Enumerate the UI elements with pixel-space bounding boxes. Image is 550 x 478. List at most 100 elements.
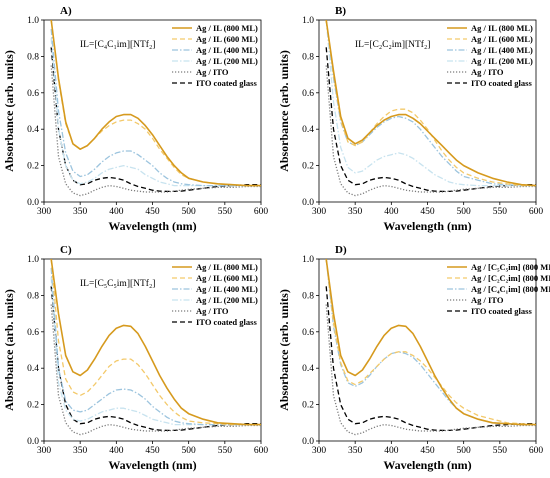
y-tick-label: 0.6: [27, 89, 39, 99]
series-line: [325, 47, 536, 193]
chart-svg: 300 350 400 450 500 550 600 0.0 0.2 0.4 0.6 0.8 1.0 W…: [277, 244, 550, 472]
il-annotation: IL=[C₂C₂im][NTf₂]: [355, 39, 430, 50]
legend-label: ITO coated glass: [196, 78, 257, 88]
legend-label: Ag / IL (800 ML): [196, 262, 258, 272]
x-tick-label: 600: [254, 446, 269, 456]
y-tick-label: 0.8: [27, 52, 39, 62]
series-line: [50, 38, 261, 187]
x-tick-label: 300: [312, 446, 327, 456]
x-tick-label: 300: [37, 207, 52, 217]
legend-label: Ag / [C₅C₅im] (800 ML): [471, 262, 550, 272]
x-tick-label: 600: [529, 207, 544, 217]
legend-label: Ag / IL (200 ML): [196, 56, 258, 66]
x-tick-label: 500: [182, 446, 197, 456]
series-line: [325, 65, 536, 197]
y-tick-label: 0.4: [27, 364, 39, 374]
x-tick-label: 450: [420, 446, 435, 456]
legend-label: Ag / [C₄C₁im] (800 ML): [471, 284, 550, 294]
legend-label: ITO coated glass: [196, 317, 257, 327]
y-tick-label: 0.0: [302, 437, 314, 447]
y-tick-label: 0.6: [27, 328, 39, 338]
il-annotation: IL=[C₅C₅im][NTf₂]: [80, 278, 155, 289]
legend-label: Ag / ITO: [196, 67, 229, 77]
x-tick-label: 400: [384, 207, 399, 217]
series-line: [50, 286, 261, 432]
y-tick-label: 0.2: [27, 162, 39, 172]
legend-label: Ag / IL (400 ML): [471, 45, 533, 55]
x-tick-label: 400: [109, 446, 124, 456]
y-axis-label: Absorbance (arb. units): [2, 50, 16, 172]
y-tick-label: 0.4: [302, 364, 314, 374]
legend-label: Ag / IL (800 ML): [471, 23, 533, 33]
x-tick-label: 450: [145, 446, 160, 456]
series-line: [50, 47, 261, 193]
series-line: [50, 259, 261, 426]
panel-label: A): [60, 5, 72, 17]
y-tick-label: 0.6: [302, 328, 314, 338]
chart-svg: 300 350 400 450 500 550 600 0.0 0.2 0.4 0.6 0.8 1.0 W…: [2, 5, 269, 233]
y-tick-label: 0.2: [27, 401, 39, 411]
panel-label: C): [60, 244, 72, 256]
legend-label: ITO coated glass: [471, 306, 532, 316]
legend-label: Ag / ITO: [471, 295, 504, 305]
series-line: [325, 259, 536, 426]
x-tick-label: 350: [73, 446, 88, 456]
legend-label: Ag / ITO: [196, 306, 229, 316]
il-annotation: IL=[C₄C₁im][NTf₂]: [80, 39, 155, 50]
y-axis-label: Absorbance (arb. units): [277, 50, 291, 172]
x-tick-label: 450: [145, 207, 160, 217]
y-tick-label: 1.0: [302, 16, 314, 26]
y-tick-label: 0.6: [302, 89, 314, 99]
legend-label: Ag / [C₂C₂im] (800 ML): [471, 273, 550, 283]
x-tick-label: 600: [254, 207, 269, 217]
y-tick-label: 0.8: [302, 291, 314, 301]
y-tick-label: 0.0: [27, 437, 39, 447]
y-tick-label: 0.8: [27, 291, 39, 301]
series-line: [50, 304, 261, 436]
legend-label: Ag / ITO: [471, 67, 504, 77]
x-tick-label: 550: [493, 207, 508, 217]
legend-label: Ag / IL (200 ML): [471, 56, 533, 66]
x-axis-label: Wavelength (nm): [108, 458, 196, 472]
series-line: [50, 20, 261, 187]
y-tick-label: 1.0: [27, 255, 39, 265]
series-line: [325, 304, 536, 436]
series-line: [50, 29, 261, 187]
x-axis-label: Wavelength (nm): [383, 458, 471, 472]
y-tick-label: 0.8: [302, 52, 314, 62]
series-line: [50, 20, 261, 187]
legend-label: Ag / IL (600 ML): [196, 34, 258, 44]
series-line: [50, 65, 261, 197]
x-tick-label: 550: [493, 446, 508, 456]
series-line: [325, 20, 536, 187]
y-tick-label: 0.2: [302, 401, 314, 411]
legend-label: ITO coated glass: [471, 78, 532, 88]
y-tick-label: 0.4: [27, 125, 39, 135]
y-tick-label: 1.0: [27, 16, 39, 26]
legend-label: Ag / IL (200 ML): [196, 295, 258, 305]
panel-label: D): [335, 244, 347, 256]
x-tick-label: 600: [529, 446, 544, 456]
y-tick-label: 0.0: [302, 198, 314, 208]
series-line: [50, 259, 261, 426]
x-tick-label: 550: [218, 446, 233, 456]
x-tick-label: 500: [457, 446, 472, 456]
y-tick-label: 1.0: [302, 255, 314, 265]
chart-svg: 300 350 400 450 500 550 600 0.0 0.2 0.4 0.6 0.8 1.0 W…: [277, 5, 544, 233]
x-tick-label: 400: [109, 207, 124, 217]
legend-label: Ag / IL (400 ML): [196, 45, 258, 55]
x-tick-label: 550: [218, 207, 233, 217]
panel-a: 300 350 400 450 500 550 600 0.0 0.2 0.4 0.6 0.8 1.0 W…: [0, 0, 275, 239]
y-axis-label: Absorbance (arb. units): [277, 289, 291, 411]
x-tick-label: 400: [384, 446, 399, 456]
y-tick-label: 0.0: [27, 198, 39, 208]
chart-svg: 300 350 400 450 500 550 600 0.0 0.2 0.4 0.6 0.8 1.0 W…: [2, 244, 269, 472]
x-tick-label: 350: [73, 207, 88, 217]
series-line: [325, 286, 536, 432]
x-tick-label: 300: [37, 446, 52, 456]
y-axis-label: Absorbance (arb. units): [2, 289, 16, 411]
legend-label: Ag / IL (800 ML): [196, 23, 258, 33]
x-tick-label: 350: [348, 207, 363, 217]
panel-c: 300 350 400 450 500 550 600 0.0 0.2 0.4 0.6 0.8 1.0 W…: [0, 239, 275, 478]
